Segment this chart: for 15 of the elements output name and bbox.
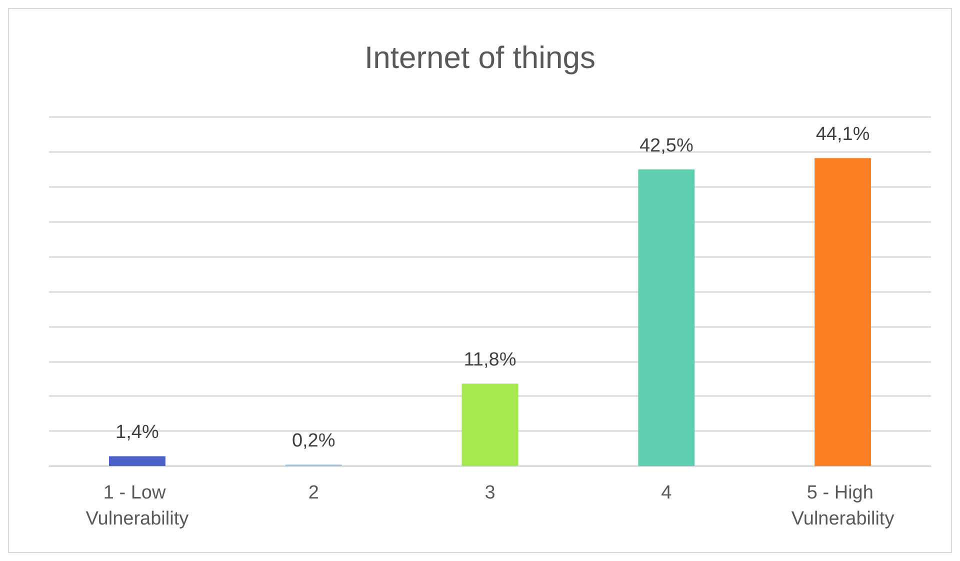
x-tick-label: 5 - High Vulnerability <box>791 482 895 530</box>
bar <box>462 384 518 466</box>
x-tick-label: 3 <box>484 482 496 504</box>
bar <box>814 158 872 466</box>
data-label: 11,8% <box>464 350 516 371</box>
chart-title: Internet of things <box>364 40 596 75</box>
data-label: 42,5% <box>639 135 694 156</box>
data-label: 1,4% <box>116 422 159 444</box>
data-label: 44,1% <box>816 124 870 146</box>
bar <box>108 456 166 466</box>
x-tick-label: 2 <box>308 482 319 504</box>
data-label: 0,2% <box>292 430 336 452</box>
x-tick-label: 1 - Low Vulnerability <box>86 482 190 530</box>
bar <box>638 169 695 466</box>
x-tick-label: 4 <box>661 482 672 504</box>
